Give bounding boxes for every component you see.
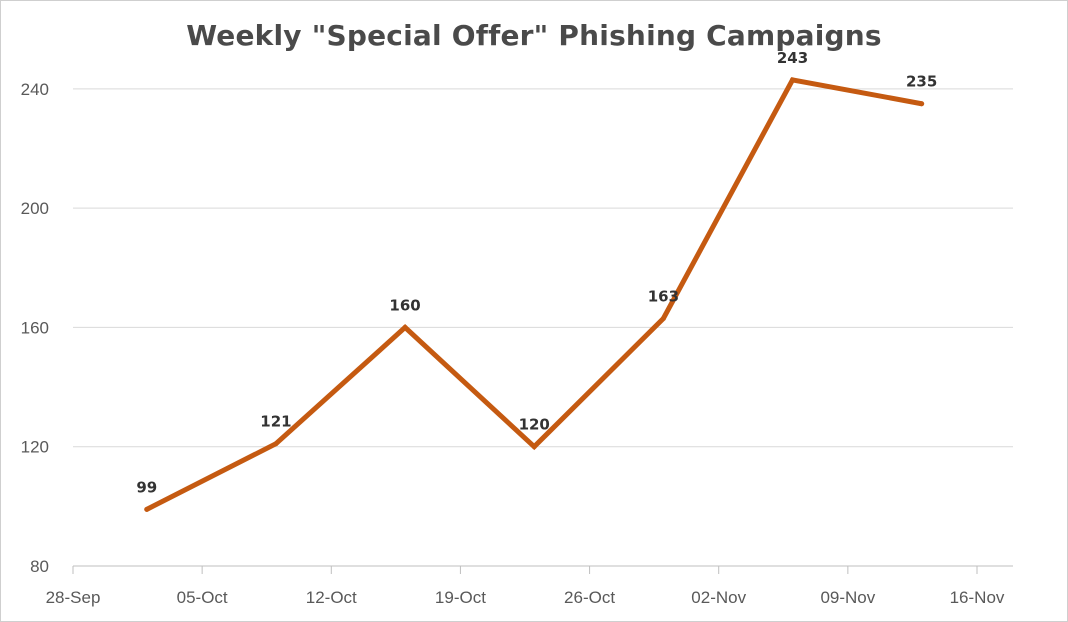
x-tick-label-26-Oct: 26-Oct (564, 588, 615, 607)
y-tick-label-200: 200 (21, 199, 49, 218)
data-labels: 99 121 160 120 163 243 235 (136, 49, 937, 496)
data-point-4 (660, 315, 666, 321)
chart-title: Weekly "Special Offer" Phishing Campaign… (186, 19, 882, 52)
x-tick-label-19-Oct: 19-Oct (435, 588, 486, 607)
data-label-1: 121 (260, 413, 291, 431)
y-tick-label-80: 80 (30, 557, 49, 576)
grid-lines (73, 88, 1013, 448)
x-axis: 28-Sep 05-Oct 12-Oct 19-Oct 26-Oct 02-Nov 09-N… (46, 565, 1013, 607)
data-label-2: 160 (389, 296, 420, 314)
data-point-1 (273, 441, 279, 447)
y-axis: 80 120 160 200 240 (21, 80, 49, 576)
x-tick-label-12-Oct: 12-Oct (306, 588, 357, 607)
data-point-2 (402, 324, 408, 330)
x-tick-label-28-Sep: 28-Sep (46, 588, 101, 607)
series-layer (144, 77, 925, 512)
x-tick-label-02-Nov: 02-Nov (691, 588, 746, 607)
x-tick-label-16-Nov: 16-Nov (950, 588, 1005, 607)
y-tick-label-120: 120 (21, 438, 49, 457)
data-point-5 (790, 77, 796, 83)
data-label-4: 163 (648, 287, 679, 305)
data-point-6 (919, 101, 925, 107)
data-point-0 (144, 506, 150, 512)
data-label-5: 243 (777, 49, 808, 67)
data-label-3: 120 (519, 416, 550, 434)
y-tick-label-240: 240 (21, 80, 49, 99)
data-point-3 (531, 444, 537, 450)
data-label-6: 235 (906, 73, 937, 91)
y-tick-label-160: 160 (21, 318, 49, 337)
x-tick-label-05-Oct: 05-Oct (177, 588, 228, 607)
data-label-0: 99 (136, 478, 157, 496)
x-tick-label-09-Nov: 09-Nov (820, 588, 875, 607)
